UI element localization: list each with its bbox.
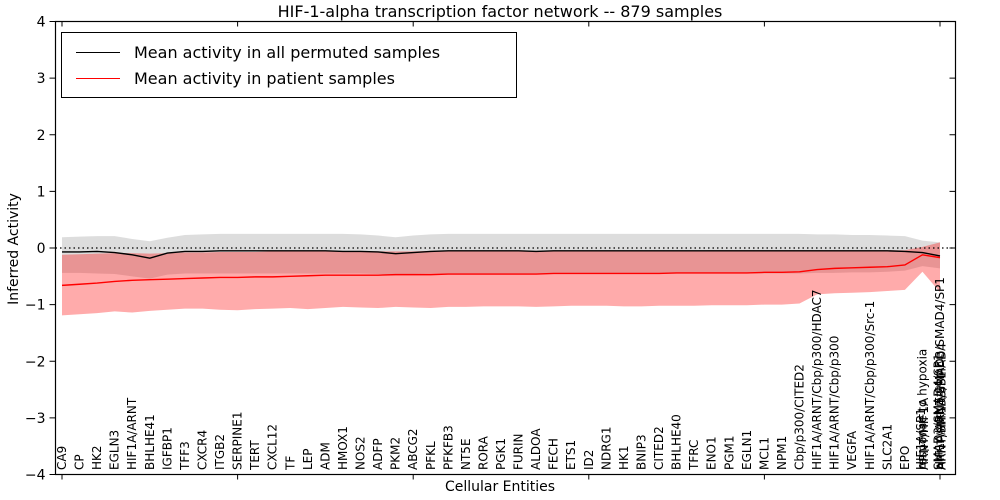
legend-label-patient: Mean activity in patient samples — [134, 68, 395, 88]
y-tick-label: −3 — [25, 411, 46, 427]
legend-line-permuted-icon — [76, 51, 120, 53]
x-tick-label: SMAD3/SMAD4/SP1 — [932, 353, 946, 470]
y-tick-label: −1 — [25, 298, 46, 314]
x-tick-label: NDRG1 — [599, 427, 613, 471]
y-tick-label: 1 — [37, 184, 46, 200]
x-tick-label: NPM1 — [775, 436, 789, 470]
x-tick-label: RORA — [476, 435, 490, 470]
x-tick-label: HIF1A/ARNT/Cbp/p300/HDAC7 — [810, 289, 824, 470]
x-tick-label: BHLHE40 — [670, 414, 684, 470]
x-tick-label: HK1 — [617, 445, 631, 470]
x-tick-label: NOS2 — [354, 436, 368, 470]
legend-box: Mean activity in all permuted samples Me… — [61, 32, 517, 98]
x-tick-label: CXCR4 — [195, 430, 209, 470]
y-tick-label: −4 — [25, 468, 46, 484]
x-tick-label: HMOX1 — [336, 426, 350, 470]
x-tick-label: FECH — [547, 438, 561, 470]
x-tick-label: HIF1A/ARNT/Cbp/p300/Src-1 — [863, 301, 877, 470]
legend-label-permuted: Mean activity in all permuted samples — [134, 42, 441, 62]
x-tick-label: HIF1A/ARNT/Cbp/p300 — [828, 336, 842, 470]
patient-mean-line — [61, 254, 941, 287]
x-tick-label: BHLHE41 — [143, 414, 157, 470]
x-axis-title: Cellular Entities — [444, 479, 556, 495]
x-tick-label: TERT — [248, 440, 262, 471]
x-tick-label: NT5E — [459, 438, 473, 470]
x-tick-label: SLC2A1 — [880, 424, 894, 470]
x-tick-label: HK2 — [90, 445, 104, 470]
x-tick-label: ADM — [318, 442, 332, 470]
x-tick-label: BNIP3 — [634, 434, 648, 470]
x-tick-label: CP — [73, 454, 87, 470]
axes-frame — [54, 20, 957, 476]
x-tick-label: ARNT/HIF1A — [917, 397, 931, 470]
x-tick-label: PFKFB3 — [441, 425, 455, 470]
y-tick-label: 4 — [37, 15, 46, 31]
y-axis-title: Inferred Activity — [6, 193, 22, 305]
x-tick-label: ITGB2 — [213, 434, 227, 470]
y-tick-label: −2 — [25, 354, 46, 370]
x-tick-label: TF — [283, 456, 297, 471]
x-tick-label: ID2 — [582, 450, 596, 470]
permuted-std-band — [62, 233, 940, 279]
y-tick-label: 0 — [37, 241, 46, 257]
x-tick-label: EPO — [898, 446, 912, 470]
legend-line-patient-icon — [76, 77, 120, 79]
x-tick-label: ARNT/SMAD3/SMAD4 — [935, 343, 949, 470]
x-tick-label: TFF3 — [178, 441, 192, 471]
x-tick-label: Cbp/p300/CITED2 — [793, 364, 807, 470]
x-tick-label: ARNT/HIF1A/SP1 — [935, 371, 949, 470]
x-tick-label: MCL1 — [757, 437, 771, 470]
x-tick-label: ABCG2 — [406, 428, 420, 470]
x-tick-label: EGLN1 — [740, 430, 754, 470]
x-tick-label: response to hypoxia — [915, 349, 929, 470]
legend-entry-permuted: Mean activity in all permuted samples — [62, 39, 516, 65]
x-tick-label: ALDOA — [529, 428, 543, 470]
chart-title: HIF-1-alpha transcription factor network… — [277, 2, 723, 21]
x-tick-label: PGM1 — [722, 435, 736, 470]
x-tick-label: HIF1A/ARNT/SMAD3/SMAD4/SP1 — [933, 277, 947, 470]
x-tick-label: TFRC — [687, 440, 701, 471]
patient-std-band — [62, 242, 940, 316]
x-tick-label: IGFBP1 — [160, 427, 174, 470]
x-tick-label: FURIN — [512, 433, 526, 470]
x-tick-label: CXCL12 — [266, 424, 280, 470]
x-tick-label: VEGFA — [845, 430, 859, 470]
x-tick-label: EGLN3 — [108, 430, 122, 470]
x-tick-label: SERPINE1 — [231, 411, 245, 470]
x-tick-label: ENO1 — [705, 436, 719, 470]
x-tick-label: CITED2 — [652, 426, 666, 470]
x-tick-label: CA9 — [55, 446, 69, 470]
x-tick-label: LEP — [301, 448, 315, 470]
x-tick-label: HIF1A/ARNT — [125, 397, 139, 470]
x-tick-label: PGK1 — [494, 438, 508, 470]
y-tick-label: 2 — [37, 128, 46, 144]
x-tick-label: ADFP — [371, 438, 385, 470]
x-tick-label: HIF1A/SP1 — [914, 408, 928, 470]
x-tick-label: ETS1 — [564, 440, 578, 470]
x-tick-label: PFKL — [424, 441, 438, 470]
x-tick-label: PKM2 — [389, 437, 403, 470]
legend-entry-patient: Mean activity in patient samples — [62, 65, 516, 91]
y-tick-label: 3 — [37, 71, 46, 87]
permuted-mean-line — [62, 250, 941, 259]
